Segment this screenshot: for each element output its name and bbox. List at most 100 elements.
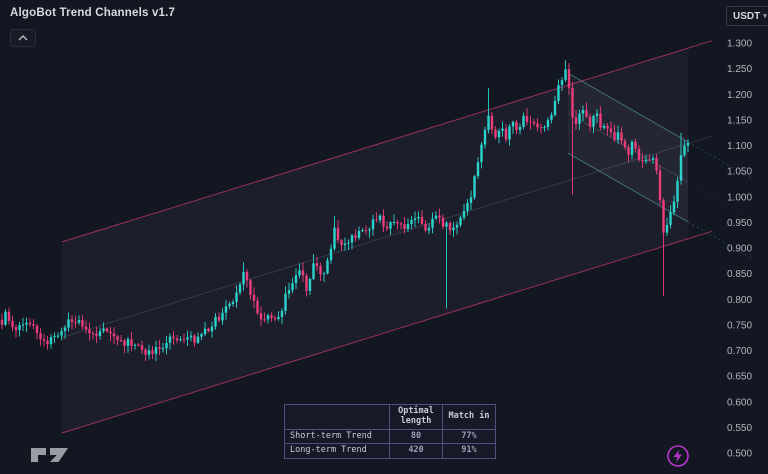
col-match-in: Match in [442,404,496,430]
col-optimal-length: Optimal length [389,404,443,430]
row-label: Long-term Trend [284,443,390,460]
candle-body [469,197,473,203]
candle-body [105,328,109,332]
candle-body [200,334,203,337]
candle-body [410,220,413,224]
candle-body [109,331,112,334]
candle-body [508,126,511,140]
candle-body [186,337,189,340]
quote-currency-label: USDT [733,10,761,22]
candle-body [676,180,679,202]
price-axis-label: 1.250 [727,64,752,75]
candle-body [662,200,665,233]
candle-body [641,159,644,162]
candle-body [228,303,231,307]
chevron-down-icon: ▾ [763,12,767,20]
candle-body [39,333,42,340]
candle-body [88,329,91,334]
price-axis-label: 0.650 [727,372,752,383]
long-term-trend-channel[interactable] [62,48,688,434]
candle-body [620,132,623,141]
candle-body [427,227,431,231]
table-row: Long-term Trend 420 91% [284,443,496,460]
candle-body [438,215,441,218]
candle-body [627,147,630,155]
candle-body [95,333,98,336]
candle-body [161,348,165,350]
price-axis[interactable] [718,0,768,474]
candle-body [35,325,39,334]
stats-table: Optimal length Match in Short-term Trend… [284,404,496,460]
price-axis-label: 0.950 [727,218,752,229]
quote-currency-dropdown[interactable]: USDT ▾ [726,6,768,26]
candle-body [91,333,95,335]
candle-body [98,331,102,336]
candle-body [399,223,403,225]
candle-body [130,339,133,346]
price-axis-label: 1.050 [727,167,752,178]
candle-body [490,115,494,130]
candle-body [557,85,560,101]
price-axis-label: 1.300 [727,39,752,50]
candle-body [655,158,658,171]
candle-body [518,126,522,131]
candle-body [679,155,683,181]
candle-body [133,344,137,346]
candle-body [179,339,182,341]
candle-body [357,231,361,238]
candle-body [413,218,417,221]
candle-body [634,141,637,149]
candle-body [473,176,476,198]
candle-body [301,270,305,276]
long-term-trend-channel-line [61,238,689,434]
candle-body [455,224,459,228]
candle-body [669,212,672,225]
candle-body [333,227,336,249]
candle-body [371,219,375,230]
price-axis-label: 0.750 [727,320,752,331]
candle-body [84,326,88,330]
lightning-bolt-icon[interactable] [665,443,691,474]
candle-body [273,318,277,320]
collapse-indicator-button[interactable] [10,29,36,47]
candle-body [406,223,410,230]
candle-body [7,311,11,321]
candle-body [165,342,168,349]
tradingview-logo-icon[interactable] [30,446,70,469]
candle-body [651,158,655,160]
candle-body [116,336,119,341]
long-term-trend-channel-line-ext [687,230,713,240]
candle-body [112,333,116,337]
candle-body [119,340,123,342]
candle-body [616,132,620,140]
candle-body [263,319,266,321]
candle-body [140,345,144,350]
price-axis-label: 1.200 [727,90,752,101]
table-corner-cell [284,404,390,430]
candle-body [259,313,263,320]
candle-body [375,219,378,221]
candle-body [683,145,686,156]
candle-body [588,116,592,127]
candle-body [322,273,326,275]
candle-body [77,320,81,323]
candle-body [214,316,217,327]
candle-body [476,162,480,177]
candle-body [67,319,70,328]
candle-body [270,315,273,319]
candle-body [329,248,333,261]
candle-body [189,335,193,338]
candle-body [504,128,508,140]
candle-body [525,115,529,122]
candle-body [382,215,385,227]
long-term-trend-channel-line-ext [687,135,713,144]
short-term-trend-channel-line [567,152,689,223]
indicator-title: AlgoBot Trend Channels v1.7 [10,7,176,19]
candle-body [235,292,238,303]
candle-body [245,271,249,281]
candle-body [354,235,357,238]
candle-body [315,263,319,267]
candle-body [126,339,130,346]
candle-body [193,335,196,343]
